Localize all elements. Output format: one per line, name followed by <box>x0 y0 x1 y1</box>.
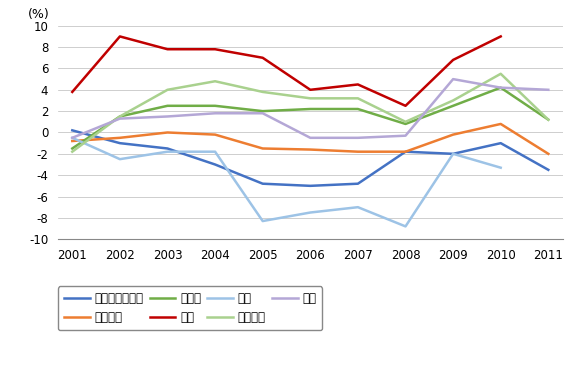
オーストラリア <box>259 181 266 186</box>
日本 <box>164 47 171 52</box>
Line: ドイツ: ドイツ <box>72 88 548 149</box>
日本 <box>497 34 504 39</box>
フランス <box>402 149 409 154</box>
米国 <box>259 111 266 116</box>
韓国 <box>164 149 171 154</box>
韓国 <box>212 149 219 154</box>
韓国 <box>354 205 361 209</box>
日本 <box>259 56 266 60</box>
米国 <box>212 111 219 116</box>
米国 <box>117 116 124 121</box>
韓国 <box>307 210 314 215</box>
Legend: オーストラリア, フランス, ドイツ, 日本, 韓国, イギリス, 米国: オーストラリア, フランス, ドイツ, 日本, 韓国, イギリス, 米国 <box>58 286 322 330</box>
米国 <box>545 88 552 92</box>
日本 <box>307 88 314 92</box>
韓国 <box>402 224 409 229</box>
ドイツ <box>402 122 409 126</box>
オーストラリア <box>545 168 552 172</box>
イギリス <box>69 149 76 154</box>
オーストラリア <box>117 141 124 145</box>
韓国 <box>69 136 76 140</box>
米国 <box>497 85 504 90</box>
ドイツ <box>164 104 171 108</box>
韓国 <box>497 166 504 170</box>
韓国 <box>117 157 124 162</box>
イギリス <box>450 98 456 103</box>
ドイツ <box>307 107 314 111</box>
イギリス <box>545 117 552 122</box>
フランス <box>212 132 219 137</box>
イギリス <box>497 71 504 76</box>
オーストラリア <box>307 184 314 188</box>
ドイツ <box>354 107 361 111</box>
韓国 <box>450 152 456 156</box>
フランス <box>497 122 504 126</box>
日本 <box>402 104 409 108</box>
オーストラリア <box>164 146 171 151</box>
Line: 韓国: 韓国 <box>72 138 501 226</box>
日本 <box>69 90 76 94</box>
イギリス <box>307 96 314 100</box>
イギリス <box>259 90 266 94</box>
イギリス <box>164 88 171 92</box>
イギリス <box>212 79 219 84</box>
フランス <box>354 149 361 154</box>
日本 <box>354 82 361 87</box>
ドイツ <box>259 109 266 113</box>
ドイツ <box>497 85 504 90</box>
Line: オーストラリア: オーストラリア <box>72 130 548 186</box>
フランス <box>545 152 552 156</box>
フランス <box>117 136 124 140</box>
ドイツ <box>545 117 552 122</box>
フランス <box>307 147 314 152</box>
米国 <box>69 136 76 140</box>
米国 <box>307 136 314 140</box>
オーストラリア <box>212 162 219 167</box>
韓国 <box>259 219 266 223</box>
Text: (%): (%) <box>28 8 49 21</box>
オーストラリア <box>69 128 76 132</box>
イギリス <box>117 114 124 118</box>
フランス <box>69 139 76 143</box>
日本 <box>117 34 124 39</box>
Line: フランス: フランス <box>72 124 548 154</box>
フランス <box>450 132 456 137</box>
オーストラリア <box>450 152 456 156</box>
米国 <box>354 136 361 140</box>
オーストラリア <box>402 149 409 154</box>
米国 <box>402 134 409 138</box>
オーストラリア <box>354 181 361 186</box>
ドイツ <box>69 146 76 151</box>
ドイツ <box>450 104 456 108</box>
オーストラリア <box>497 141 504 145</box>
Line: 日本: 日本 <box>72 36 501 106</box>
ドイツ <box>117 114 124 118</box>
Line: イギリス: イギリス <box>72 74 548 152</box>
フランス <box>259 146 266 151</box>
日本 <box>450 58 456 62</box>
米国 <box>450 77 456 81</box>
イギリス <box>402 120 409 124</box>
Line: 米国: 米国 <box>72 79 548 138</box>
ドイツ <box>212 104 219 108</box>
フランス <box>164 130 171 135</box>
日本 <box>212 47 219 52</box>
米国 <box>164 114 171 118</box>
イギリス <box>354 96 361 100</box>
